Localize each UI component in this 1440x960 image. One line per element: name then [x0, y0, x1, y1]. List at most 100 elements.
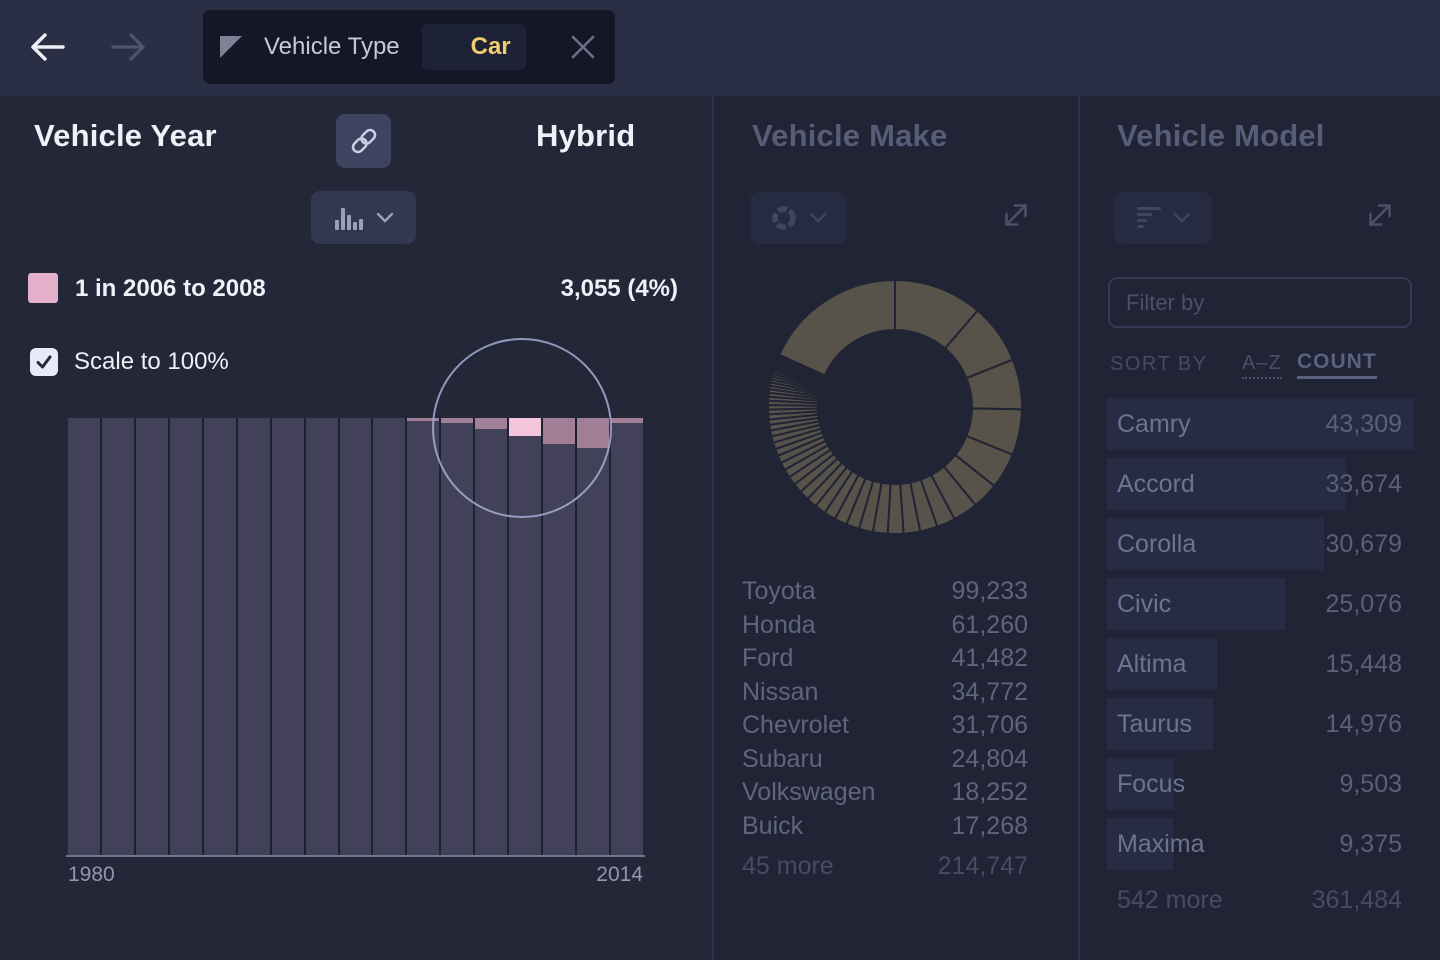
remove-filter-button[interactable]: [569, 33, 597, 61]
make-name: Nissan: [742, 677, 819, 706]
make-expand-button[interactable]: [998, 197, 1034, 236]
back-button[interactable]: [22, 22, 72, 72]
vehicle-model-panel: Vehicle Model SORT BY A–Z COUNT Camry 43,…: [1078, 96, 1440, 960]
sort-count-option[interactable]: COUNT: [1297, 350, 1377, 379]
filter-value-chip[interactable]: Car: [421, 24, 526, 70]
lens-circle[interactable]: [432, 338, 612, 518]
histogram-bar[interactable]: [169, 418, 202, 855]
model-count: 33,674: [1325, 470, 1402, 498]
selection-legend: 1 in 2006 to 2008 3,055 (4%): [28, 273, 678, 305]
make-chart-type-dropdown[interactable]: [750, 192, 847, 244]
histogram-bar[interactable]: [135, 418, 168, 855]
make-list-item[interactable]: Subaru 24,804: [742, 743, 1028, 777]
make-count: 17,268: [951, 811, 1028, 840]
check-icon: [36, 355, 52, 369]
vehicle-year-panel: Vehicle Year Hybrid 1 in 2006 to 2008 3,…: [0, 96, 712, 960]
histogram-bar[interactable]: [237, 418, 270, 855]
make-count: 61,260: [951, 610, 1028, 639]
make-name: Buick: [742, 811, 804, 840]
model-list-item[interactable]: Focus 9,503: [1107, 758, 1414, 810]
make-count: 18,252: [951, 778, 1028, 807]
model-count: 9,503: [1339, 770, 1402, 798]
histogram-bar[interactable]: [271, 418, 304, 855]
scale-checkbox[interactable]: [30, 348, 58, 376]
histogram-bar[interactable]: [305, 418, 338, 855]
make-name: Ford: [742, 644, 794, 673]
model-name: Camry: [1117, 410, 1191, 438]
model-list-item[interactable]: Camry 43,309: [1107, 398, 1414, 450]
hybrid-overlay-segment: [407, 418, 440, 421]
model-count-bar: [1107, 458, 1346, 510]
model-filter-input[interactable]: [1108, 277, 1412, 328]
model-list-item[interactable]: Altima 15,448: [1107, 638, 1414, 690]
make-name: Honda: [742, 610, 816, 639]
model-chart-type-dropdown[interactable]: [1114, 192, 1212, 244]
make-list-item[interactable]: Buick 17,268: [742, 810, 1028, 844]
model-list-item[interactable]: Accord 33,674: [1107, 458, 1414, 510]
x-axis-end-label: 2014: [596, 863, 643, 886]
chart-type-dropdown[interactable]: [311, 191, 416, 244]
model-count: 30,679: [1325, 530, 1402, 558]
model-list-item[interactable]: Civic 25,076: [1107, 578, 1414, 630]
forward-button[interactable]: [104, 22, 154, 72]
legend-label: 1 in 2006 to 2008: [75, 275, 266, 302]
make-name: Subaru: [742, 744, 823, 773]
histogram-bar[interactable]: [101, 418, 134, 855]
histogram-bar[interactable]: [611, 418, 643, 855]
model-count-bar: [1107, 518, 1324, 570]
expand-icon: [1369, 204, 1391, 226]
histogram-bar[interactable]: [68, 418, 100, 855]
x-axis-line: [66, 855, 645, 857]
model-count-bar: [1107, 578, 1285, 630]
chevron-down-icon: [809, 212, 827, 223]
link-button[interactable]: [336, 114, 391, 168]
histogram-bar[interactable]: [203, 418, 236, 855]
histogram-bar[interactable]: [339, 418, 372, 855]
sort-alpha-option[interactable]: A–Z: [1242, 352, 1282, 379]
make-count: 24,804: [951, 744, 1028, 773]
make-list-item[interactable]: Honda 61,260: [742, 609, 1028, 643]
scale-checkbox-label[interactable]: Scale to 100%: [74, 348, 229, 375]
make-list: Toyota 99,233 Honda 61,260 Ford 41,482 Nissan 3…: [742, 575, 1028, 843]
model-name: Corolla: [1117, 530, 1197, 558]
x-axis-start-label: 1980: [68, 863, 115, 886]
donut-chart-icon: [772, 206, 796, 230]
legend-value: 3,055 (4%): [560, 275, 678, 302]
make-count: 34,772: [951, 677, 1028, 706]
year-histogram[interactable]: [68, 418, 643, 855]
model-count: 25,076: [1325, 590, 1402, 618]
model-count-bar: [1107, 638, 1217, 690]
donut-slice[interactable]: [777, 278, 896, 377]
model-count: 43,309: [1325, 410, 1402, 438]
model-list-item[interactable]: Maxima 9,375: [1107, 818, 1414, 870]
histogram-bar[interactable]: [373, 418, 406, 855]
make-list-item[interactable]: Volkswagen 18,252: [742, 776, 1028, 810]
make-name: Chevrolet: [742, 711, 849, 740]
model-more-row[interactable]: 542 more 361,484: [1117, 886, 1402, 915]
scale-to-100-row: Scale to 100%: [30, 348, 229, 376]
make-list-item[interactable]: Ford 41,482: [742, 642, 1028, 676]
panel-title-vehicle-model: Vehicle Model: [1117, 118, 1325, 153]
x-axis-labels: 1980 2014: [68, 863, 643, 887]
model-expand-button[interactable]: [1362, 197, 1398, 236]
model-count: 15,448: [1325, 650, 1402, 678]
make-list-item[interactable]: Toyota 99,233: [742, 575, 1028, 609]
panel-title-hybrid: Hybrid: [536, 118, 636, 153]
make-list-item[interactable]: Chevrolet 31,706: [742, 709, 1028, 743]
make-list-item[interactable]: Nissan 34,772: [742, 676, 1028, 710]
model-count-bar: [1107, 758, 1174, 810]
histogram-bar[interactable]: [407, 418, 440, 855]
model-list: Camry 43,309 Accord 33,674 Corolla 30,679 Civi…: [1107, 398, 1414, 878]
arrow-right-icon: [111, 33, 145, 61]
model-list-item[interactable]: Corolla 30,679: [1107, 518, 1414, 570]
make-more-row[interactable]: 45 more 214,747: [742, 852, 1028, 881]
sort-by-label: SORT BY: [1110, 353, 1208, 375]
make-more-value: 214,747: [937, 852, 1028, 880]
make-donut-chart[interactable]: [765, 277, 1025, 537]
model-more-label: 542 more: [1117, 886, 1223, 914]
model-list-item[interactable]: Taurus 14,976: [1107, 698, 1414, 750]
vehicle-make-panel: Vehicle Make Toyota 99,233 Honda 61,260 Ford…: [712, 96, 1078, 960]
make-count: 31,706: [951, 711, 1028, 740]
model-count-bar: [1107, 818, 1173, 870]
